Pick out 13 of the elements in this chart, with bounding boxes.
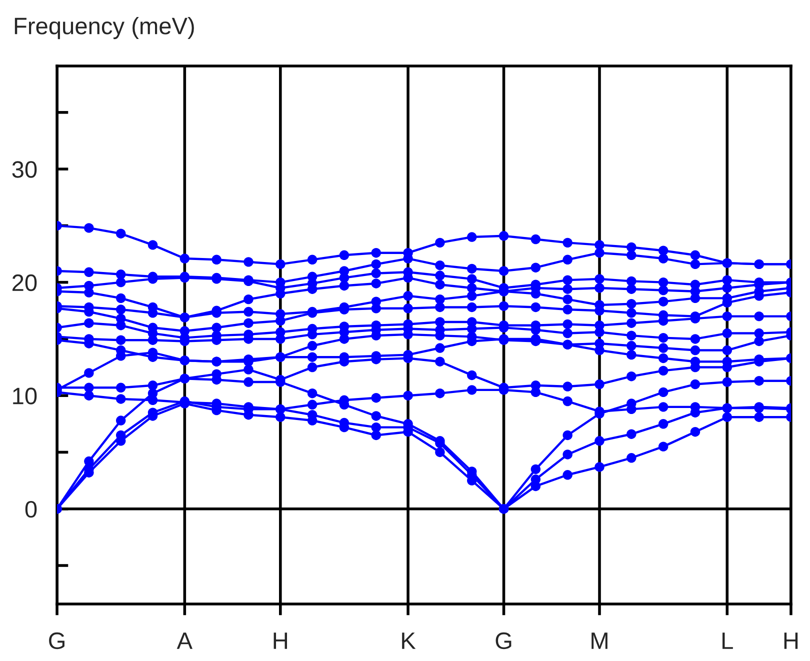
y-tick-label: 10 [13, 388, 37, 404]
y-tick-label: 20 [12, 274, 37, 292]
y-axis-title: Frequency (meV) [14, 17, 194, 40]
y-tick-label: 30 [12, 161, 37, 178]
x-tick-label: H [274, 632, 287, 649]
x-tick-label: L [722, 632, 733, 649]
x-tick-label: G [49, 632, 64, 650]
x-tick-label: H [784, 632, 798, 649]
x-tick-label: M [592, 632, 608, 649]
x-tick-label: K [402, 632, 416, 649]
y-tick-label: 0 [25, 500, 37, 518]
x-tick-label: A [176, 632, 192, 649]
x-tick-label: G [496, 632, 512, 650]
